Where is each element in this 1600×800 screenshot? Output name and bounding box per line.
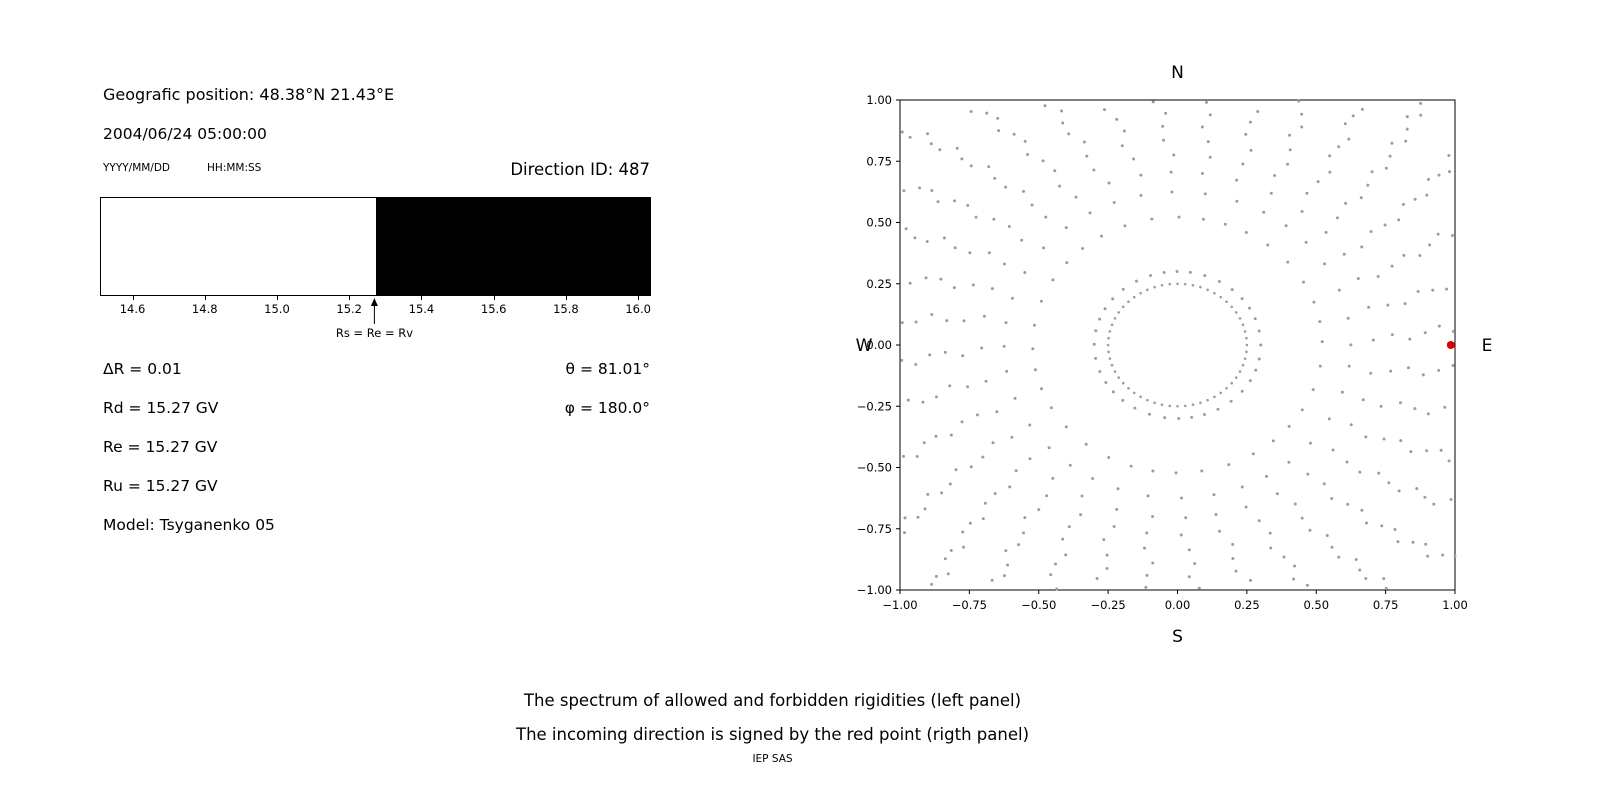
y-tick-label: 1.00	[866, 93, 892, 107]
tick-mark	[276, 296, 278, 300]
tick-label: 15.8	[553, 302, 579, 316]
observation-datetime: 2004/06/24 05:00:00	[103, 125, 267, 143]
tick-label: 14.8	[191, 302, 218, 316]
delta-r-value: ΔR = 0.01	[103, 359, 182, 378]
x-tick-label: −0.50	[1021, 598, 1056, 612]
parameters-right: θ = 81.01° φ = 180.0°	[450, 349, 650, 427]
x-tick-label: 0.75	[1373, 598, 1399, 612]
asymptotic-direction-dots	[900, 99, 1457, 591]
geo-position-text: Geografic position: 48.38°N 21.43°E	[103, 85, 395, 104]
tick-mark	[349, 296, 351, 300]
tick-mark	[421, 296, 423, 300]
time-format-label: HH:MM:SS	[207, 162, 262, 174]
y-tick-label: −0.50	[857, 461, 892, 475]
tick-label: 15.0	[264, 302, 290, 316]
tick-label: 15.6	[480, 302, 507, 316]
y-tick-label: −1.00	[857, 583, 892, 597]
y-tick-label: −0.25	[857, 399, 892, 413]
compass-label-south: S	[1172, 627, 1183, 645]
tick-label: 14.6	[119, 302, 146, 316]
rd-value: Rd = 15.27 GV	[103, 398, 219, 417]
spectrum-plot	[100, 197, 651, 296]
up-arrow-icon	[370, 298, 378, 324]
y-tick-label: 0.25	[866, 277, 892, 291]
tick-label: 15.4	[408, 302, 435, 316]
tick-mark	[132, 296, 134, 300]
caption-line-1: The spectrum of allowed and forbidden ri…	[523, 691, 1022, 710]
direction-plot: −1.00 −0.75 −0.50 −0.25 0.00 0.25 0.50 0.75 1.00…	[856, 63, 1493, 645]
parameters-left: ΔR = 0.01 Rd = 15.27 GV Re = 15.27 GV Ru…	[103, 349, 275, 544]
caption-line-2: The incoming direction is signed by the …	[515, 725, 1030, 744]
direction-plot-content: −1.00 −0.75 −0.50 −0.25 0.00 0.25 0.50 0.75 1.00…	[856, 63, 1493, 645]
x-tick-label: 0.50	[1303, 598, 1329, 612]
x-tick-label: 1.00	[1442, 598, 1468, 612]
tick-mark	[204, 296, 206, 300]
tick-label: 16.0	[625, 302, 651, 316]
y-tick-label: 0.00	[866, 338, 892, 352]
date-format-label: YYYY/MM/DD	[103, 162, 171, 174]
x-tick-label: 0.25	[1234, 598, 1260, 612]
x-tick-label: −0.75	[952, 598, 987, 612]
re-value: Re = 15.27 GV	[103, 437, 218, 456]
boundary-label: Rs = Re = Rv	[335, 326, 414, 340]
boundary-annotation: Rs = Re = Rv	[336, 298, 413, 340]
y-tick-label: −0.75	[857, 522, 892, 536]
compass-label-west: W	[856, 336, 873, 356]
tick-label: 15.2	[336, 302, 363, 316]
red-point	[1446, 341, 1455, 349]
tick-mark	[638, 296, 640, 300]
credit-text: IEP SAS	[752, 753, 793, 765]
y-tick-label: 0.50	[866, 216, 892, 230]
y-tick-label: 0.75	[866, 154, 892, 168]
x-tick-label: 0.00	[1165, 598, 1191, 612]
compass-label-north: N	[1171, 63, 1184, 83]
compass-label-east: E	[1482, 336, 1493, 356]
figure-caption: The spectrum of allowed and forbidden ri…	[0, 684, 1545, 752]
x-tick-label: −0.25	[1091, 598, 1126, 612]
phi-value: φ = 180.0°	[564, 398, 650, 417]
ru-value: Ru = 15.27 GV	[103, 476, 218, 495]
direction-id: Direction ID: 487	[510, 160, 650, 179]
spectrum-forbidden-region	[375, 198, 650, 295]
spectrum-axis: 14.6 14.8 15.0 15.2 15.4 15.6 15.8 16.0	[100, 296, 651, 326]
tick-mark	[493, 296, 495, 300]
tick-mark	[565, 296, 567, 300]
datetime-format-hint: YYYY/MM/DD HH:MM:SS	[103, 162, 261, 174]
theta-value: θ = 81.01°	[565, 359, 650, 378]
x-tick-label: −1.00	[882, 598, 917, 612]
model-name: Model: Tsyganenko 05	[103, 515, 275, 534]
